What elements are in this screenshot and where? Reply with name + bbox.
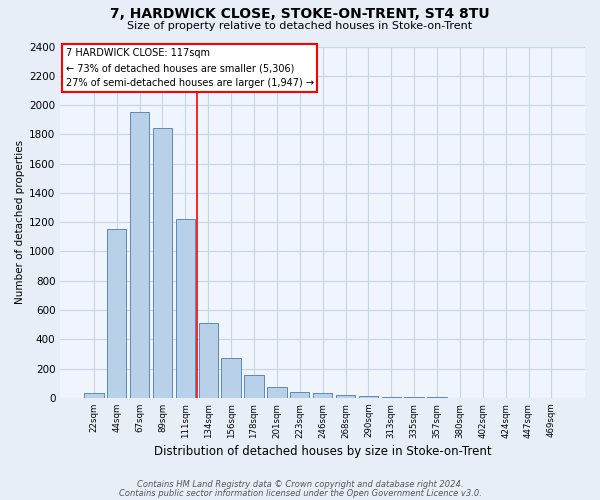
Bar — [107, 230, 127, 398]
X-axis label: Distribution of detached houses by size in Stoke-on-Trent: Distribution of detached houses by size … — [154, 444, 491, 458]
Bar — [176, 219, 195, 398]
Text: Contains HM Land Registry data © Crown copyright and database right 2024.: Contains HM Land Registry data © Crown c… — [137, 480, 463, 489]
Bar — [199, 323, 218, 398]
Bar — [404, 397, 424, 398]
Bar — [244, 375, 264, 398]
Text: Contains public sector information licensed under the Open Government Licence v3: Contains public sector information licen… — [119, 488, 481, 498]
Y-axis label: Number of detached properties: Number of detached properties — [15, 140, 25, 304]
Text: 7 HARDWICK CLOSE: 117sqm
← 73% of detached houses are smaller (5,306)
27% of sem: 7 HARDWICK CLOSE: 117sqm ← 73% of detach… — [65, 48, 314, 88]
Text: 7, HARDWICK CLOSE, STOKE-ON-TRENT, ST4 8TU: 7, HARDWICK CLOSE, STOKE-ON-TRENT, ST4 8… — [110, 8, 490, 22]
Bar — [382, 396, 401, 398]
Text: Size of property relative to detached houses in Stoke-on-Trent: Size of property relative to detached ho… — [127, 21, 473, 31]
Bar — [153, 128, 172, 398]
Bar — [336, 395, 355, 398]
Bar — [130, 112, 149, 398]
Bar — [359, 396, 378, 398]
Bar — [290, 392, 310, 398]
Bar — [267, 387, 287, 398]
Bar — [221, 358, 241, 398]
Bar — [84, 394, 104, 398]
Bar — [313, 394, 332, 398]
